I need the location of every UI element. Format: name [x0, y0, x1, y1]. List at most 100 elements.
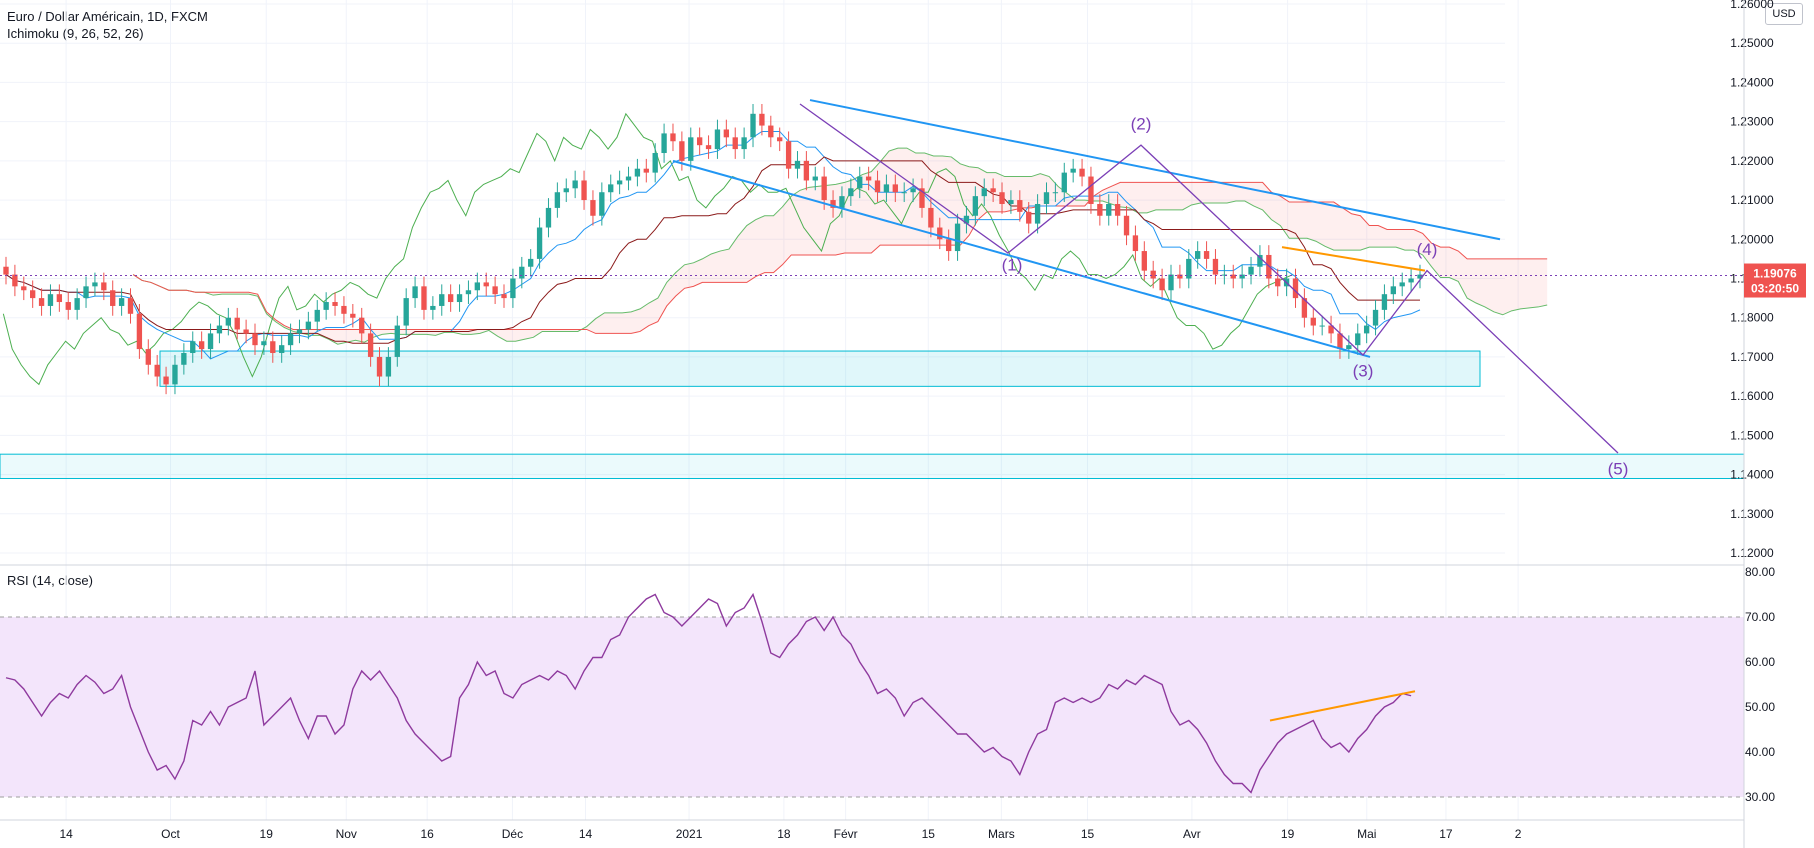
- candle-body: [359, 317, 365, 334]
- candle-body: [1008, 200, 1014, 204]
- x-tick-label: Déc: [502, 827, 523, 841]
- candle-body: [634, 168, 641, 177]
- candle-body: [1408, 278, 1414, 283]
- x-tick-label: 16: [420, 827, 434, 841]
- candle-body: [1017, 200, 1023, 212]
- x-tick-label: Nov: [336, 827, 357, 841]
- rsi-legend[interactable]: RSI (14, close): [7, 573, 93, 588]
- candle-body: [465, 290, 472, 295]
- wave-label: (2): [1131, 114, 1152, 133]
- candle-body: [412, 286, 418, 299]
- rsi-panel: [0, 592, 1744, 798]
- x-tick-label: Mai: [1357, 827, 1376, 841]
- candle-body: [447, 294, 454, 303]
- candle-body: [403, 298, 409, 326]
- candle-body: [234, 317, 240, 330]
- candle-body: [216, 325, 223, 334]
- candle-body: [456, 294, 463, 303]
- candle-body: [305, 321, 312, 330]
- rsi-y-tick-label: 50.00: [1745, 700, 1775, 714]
- resistance-line: [1281, 246, 1426, 272]
- x-tick-label: 18: [777, 827, 791, 841]
- candle-body: [1106, 203, 1112, 216]
- candle-body: [1399, 282, 1405, 287]
- candle-body: [670, 133, 676, 142]
- candle-body: [1346, 345, 1352, 350]
- candle-body: [954, 223, 961, 252]
- y-tick-label: 1.18000: [1730, 311, 1774, 325]
- candle-body: [376, 356, 383, 377]
- candle-body: [1150, 270, 1156, 279]
- candle-body: [261, 341, 267, 346]
- candle-body: [972, 196, 979, 216]
- candle-body: [1088, 176, 1094, 204]
- candle-body: [492, 286, 498, 295]
- candle-body: [1381, 294, 1388, 310]
- candle-body: [1061, 172, 1067, 193]
- candle-body: [901, 192, 907, 194]
- support-zone-lower: [0, 453, 1745, 479]
- currency-button[interactable]: USD: [1765, 3, 1803, 25]
- tenkan-sen: [5, 130, 1421, 360]
- candle-body: [741, 137, 747, 150]
- candle-body: [652, 153, 658, 173]
- candle-body: [1319, 325, 1325, 327]
- candle-body: [990, 188, 996, 193]
- candle-body: [279, 345, 285, 354]
- candle-body: [963, 215, 970, 224]
- ichimoku-legend[interactable]: Ichimoku (9, 26, 52, 26): [7, 26, 144, 41]
- candle-body: [563, 188, 569, 193]
- y-tick-label: 1.12000: [1730, 546, 1774, 560]
- price-badge-box: [1744, 263, 1806, 298]
- candle-body: [874, 180, 881, 193]
- candle-body: [225, 317, 231, 326]
- candle-body: [21, 286, 27, 291]
- candle-body: [1328, 325, 1334, 334]
- rsi-y-tick-label: 60.00: [1745, 655, 1775, 669]
- candle-body: [1275, 278, 1281, 287]
- candle-body: [110, 290, 116, 306]
- candle-body: [999, 192, 1005, 204]
- x-tick-label: Mars: [988, 827, 1015, 841]
- candle-body: [768, 125, 774, 138]
- rsi-divergence-line: [1269, 690, 1416, 722]
- candle-body: [705, 145, 712, 150]
- candle-body: [181, 353, 187, 365]
- candle-body: [1043, 192, 1050, 204]
- x-tick-label: Févr: [834, 827, 858, 841]
- candle-body: [30, 290, 36, 299]
- candle-body: [1372, 309, 1379, 326]
- candle-body: [1212, 258, 1219, 275]
- kijun-sen: [5, 156, 1420, 344]
- rsi-line: [5, 592, 1412, 794]
- x-tick-label: 19: [1281, 827, 1295, 841]
- candle-body: [3, 266, 9, 275]
- x-tick-label: Oct: [161, 827, 180, 841]
- candle-body: [821, 176, 827, 201]
- candle-body: [608, 184, 614, 193]
- y-tick-label: 1.23000: [1730, 115, 1774, 129]
- candle-body: [1114, 203, 1121, 216]
- candle-body: [519, 266, 525, 279]
- candle-body: [883, 184, 890, 193]
- candle-body: [910, 188, 916, 193]
- ichimoku-cloud: [132, 147, 1548, 345]
- candle-body: [1186, 258, 1192, 279]
- candle-body: [136, 313, 143, 350]
- y-tick-label: 1.26000: [1730, 0, 1774, 11]
- drawings: (1) (2) (3) (4) (5): [0, 99, 1744, 479]
- ichimoku-lines: [2, 112, 1421, 386]
- candle-body: [501, 294, 507, 299]
- candle-body: [696, 137, 703, 146]
- candle-body: [794, 160, 801, 169]
- candle-body: [332, 302, 338, 306]
- y-tick-label: 1.13000: [1730, 507, 1774, 521]
- price-badge-countdown: 03:20:50: [1751, 282, 1799, 296]
- wave-label: (3): [1353, 362, 1374, 381]
- candle-body: [243, 329, 249, 334]
- candle-body: [252, 333, 258, 346]
- candle-body: [350, 313, 356, 318]
- candle-body: [1132, 235, 1139, 252]
- candle-body: [367, 333, 374, 357]
